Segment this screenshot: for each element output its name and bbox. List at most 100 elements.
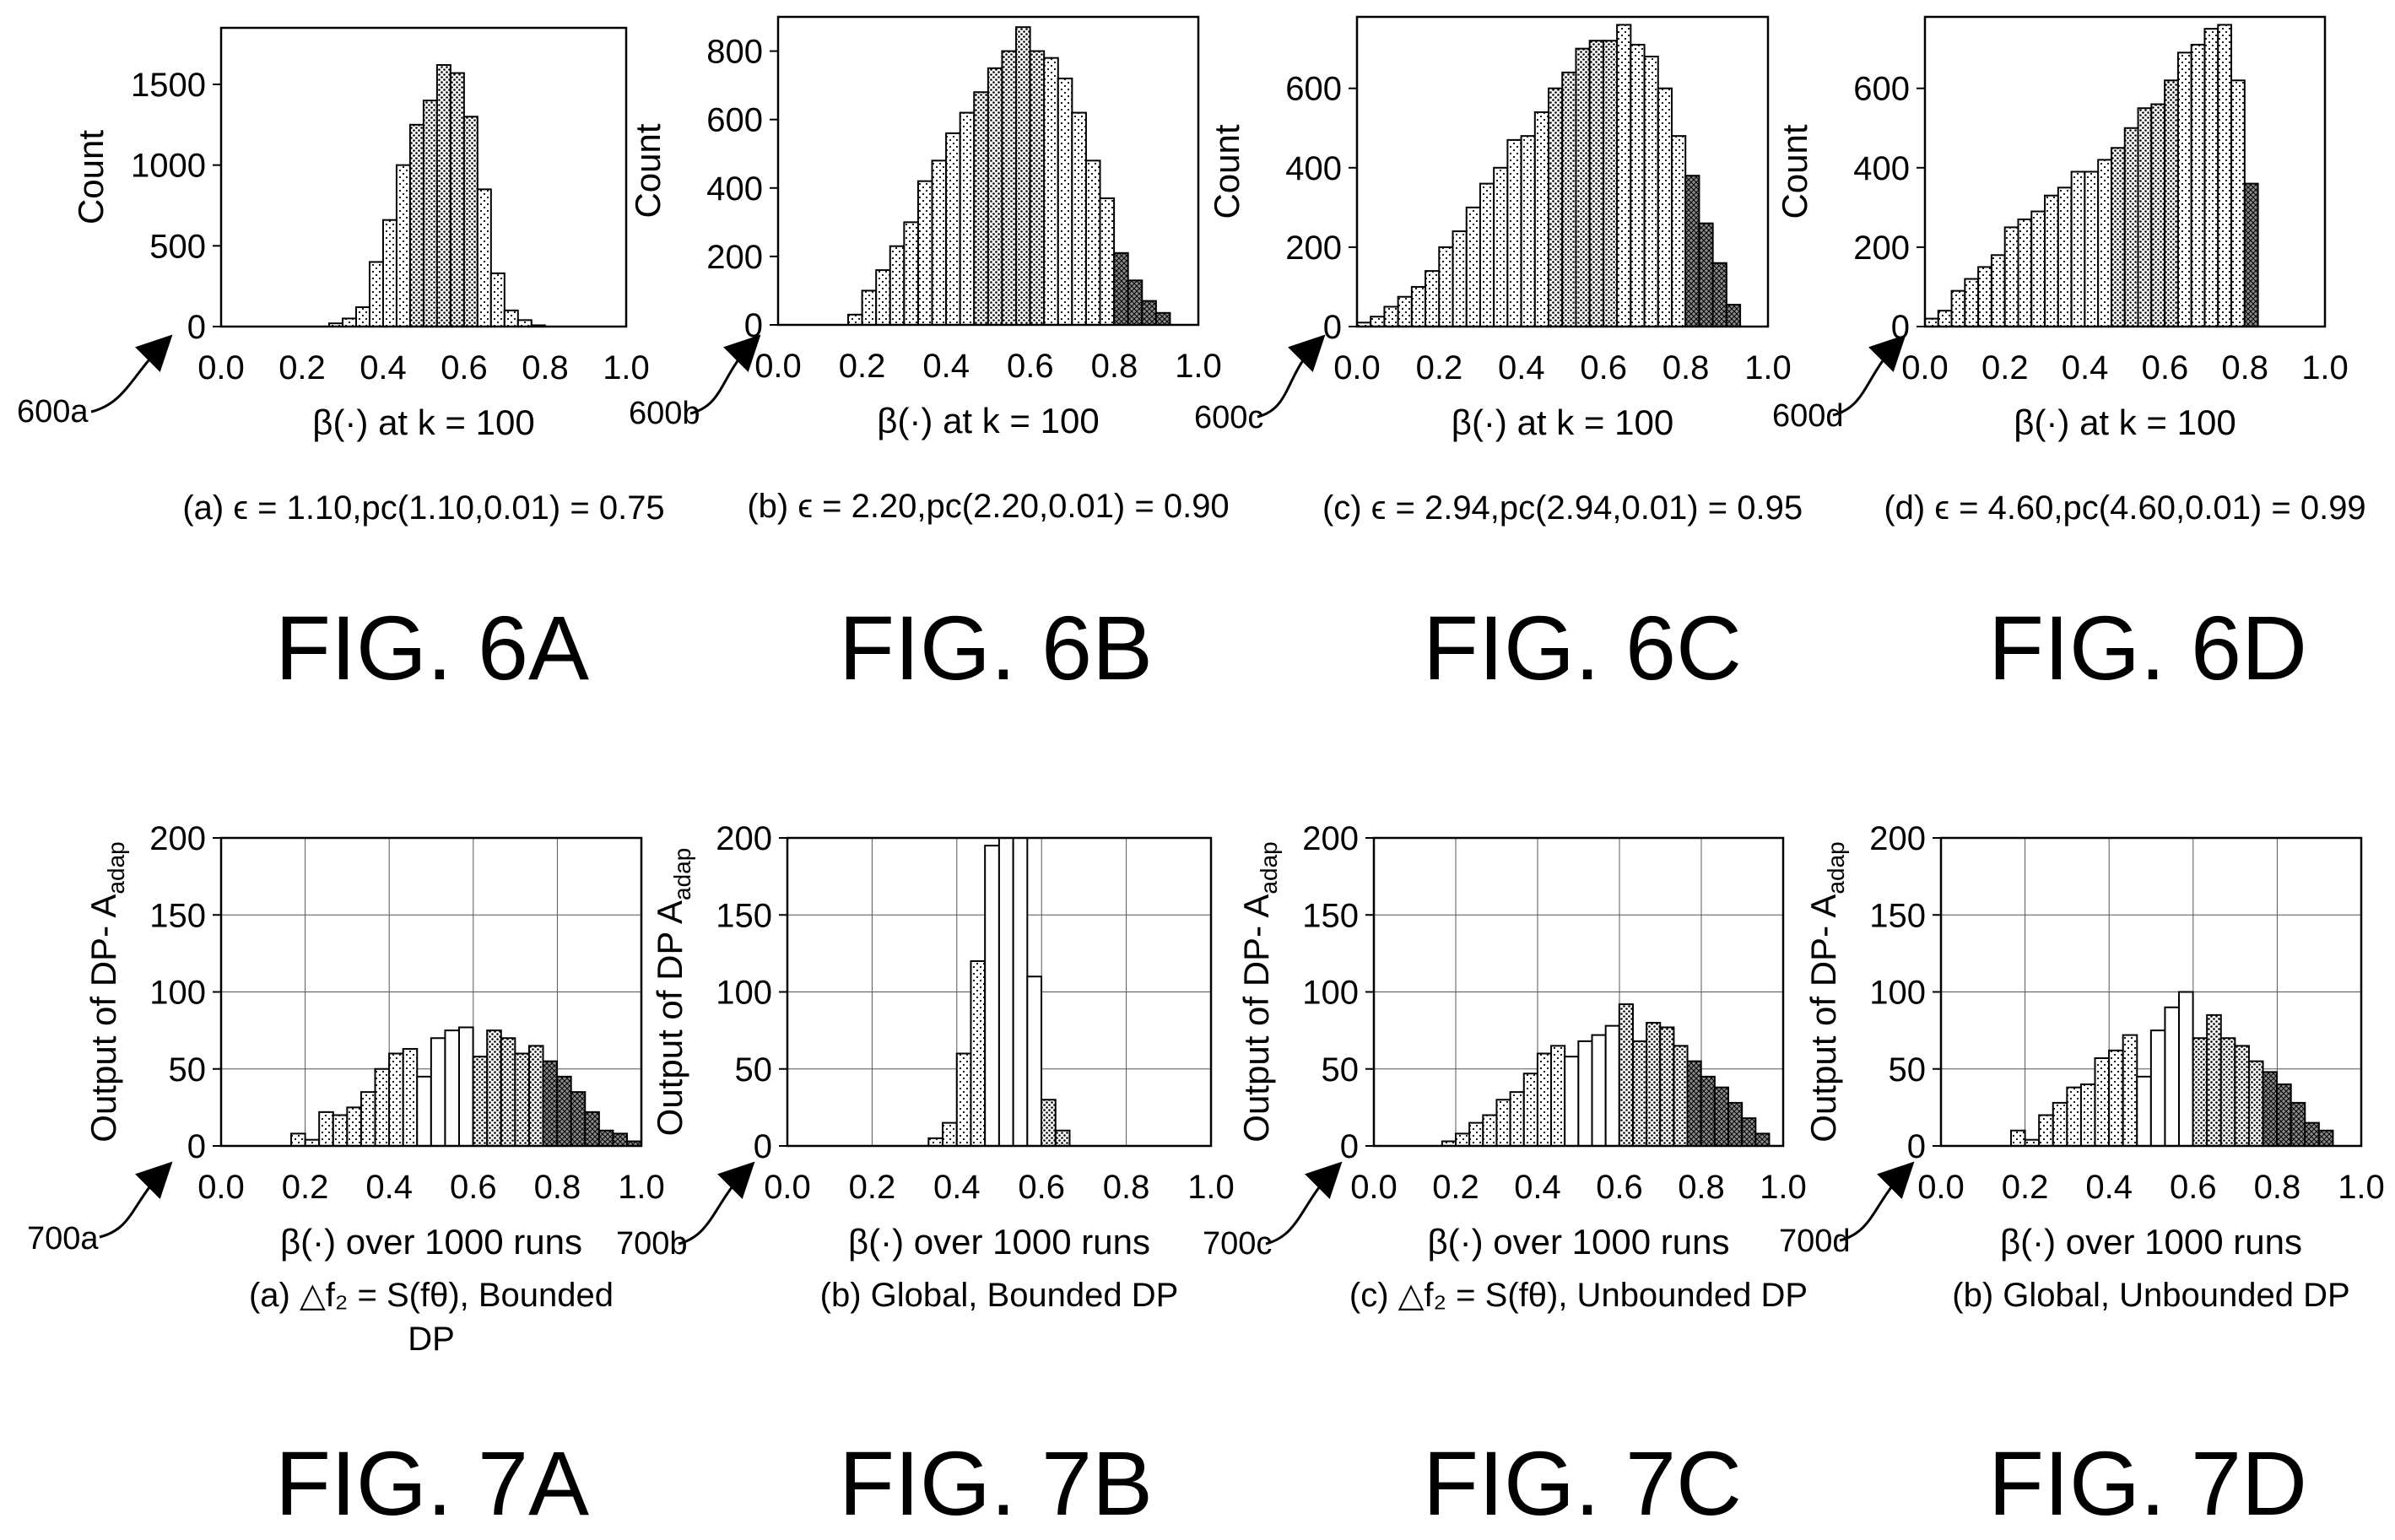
x-tick-label: 1.0 <box>2301 349 2349 386</box>
y-tick-label: 0 <box>187 1128 206 1165</box>
caption: (c) ϵ = 2.94,pc(2.94,0.01) = 0.95 <box>1322 489 1803 527</box>
bar <box>360 1091 376 1147</box>
x-tick-label: 1.0 <box>603 349 650 386</box>
y-axis-label-sub: adap <box>1823 841 1849 894</box>
bar <box>875 269 891 326</box>
bar <box>374 1067 391 1147</box>
y-tick-label: 0 <box>187 309 206 346</box>
bar <box>970 960 987 1147</box>
bar <box>449 72 465 328</box>
bar <box>2164 1006 2181 1147</box>
y-tick-label: 100 <box>149 975 206 1012</box>
bar <box>388 1052 404 1147</box>
x-tick-label: 0.2 <box>839 348 886 385</box>
bar <box>1550 1045 1566 1147</box>
bar <box>408 123 424 327</box>
bar <box>2122 1034 2138 1147</box>
bar <box>1026 975 1043 1147</box>
x-tick-label: 0.6 <box>1018 1169 1065 1206</box>
bar <box>1670 135 1687 327</box>
x-tick-label: 1.0 <box>1744 349 1792 386</box>
x-tick-label: 1.0 <box>618 1169 665 1206</box>
caption: DP <box>408 1321 455 1358</box>
chart-fig6c: 0 200 400 600 0.0 0.2 0.4 0.6 0.8 1.0 β(·) at k = … <box>1194 15 1803 699</box>
bar <box>1509 1091 1525 1147</box>
x-tick-label: 0.8 <box>534 1169 581 1206</box>
y-tick-label: 0 <box>744 307 763 344</box>
bar <box>542 1060 559 1147</box>
bar <box>997 837 1014 1147</box>
bar <box>2206 1013 2222 1147</box>
chart-fig6b: 0 200 400 600 800 0.0 0.2 0.4 0.6 0.8 1.0 β(·) at k… <box>628 15 1230 699</box>
bar <box>500 1037 516 1147</box>
y-axis-label: Count <box>628 123 668 218</box>
y-tick-label: 100 <box>716 975 772 1012</box>
bar <box>476 188 492 327</box>
x-tick-label: 1.0 <box>1175 348 1222 385</box>
bar <box>1493 166 1509 327</box>
bar <box>1536 1052 1553 1147</box>
bar <box>2192 1037 2208 1147</box>
reference-arrow <box>689 334 761 415</box>
plot-border <box>776 15 1200 327</box>
y-tick-label: 150 <box>716 897 772 934</box>
y-axis-label: Count <box>1775 124 1814 219</box>
bar <box>1727 1101 1744 1148</box>
bar <box>1383 305 1399 328</box>
bar <box>1154 311 1171 326</box>
bar <box>2057 186 2073 327</box>
bar <box>1591 1034 1607 1147</box>
caption: (b) ϵ = 2.20,pc(2.20,0.01) = 0.90 <box>747 488 1229 525</box>
bar <box>318 1110 334 1147</box>
x-axis-label: β(·) over 1000 runs <box>848 1222 1150 1262</box>
bar <box>489 272 505 328</box>
y-tick-label: 150 <box>149 897 206 934</box>
y-tick-label: 200 <box>1853 230 1910 267</box>
reference-numeral: 600d <box>1772 398 1844 434</box>
bar <box>2044 194 2059 327</box>
x-tick-label: 0.6 <box>450 1169 497 1206</box>
y-tick-label: 0 <box>1323 309 1342 346</box>
bar <box>2290 1101 2306 1148</box>
x-tick-label: 1.0 <box>1187 1169 1235 1206</box>
x-tick-label: 0.2 <box>1981 349 2029 386</box>
y-axis-label-main: Output of DP- A <box>1803 894 1843 1143</box>
bar <box>1438 246 1454 327</box>
bar <box>346 1106 362 1147</box>
x-tick-label: 0.4 <box>2062 349 2109 386</box>
x-tick-label: 0.6 <box>2142 349 2189 386</box>
y-axis-label: Output of DP- Aadap <box>1236 841 1282 1142</box>
x-axis-label: β(·) at k = 100 <box>2014 403 2236 442</box>
bar <box>1099 197 1116 326</box>
bar <box>1043 57 1059 327</box>
bar <box>2219 1037 2236 1147</box>
bar <box>1468 1121 1484 1147</box>
bar <box>945 132 961 326</box>
bar <box>1646 1022 1662 1147</box>
y-tick-label: 200 <box>706 239 763 276</box>
bar <box>927 1137 944 1147</box>
y-tick-label: 200 <box>716 820 772 857</box>
bar <box>2137 107 2153 327</box>
bar <box>1506 138 1522 327</box>
bar <box>1990 254 2006 327</box>
x-tick-label: 0.0 <box>1901 349 1949 386</box>
figure-label: FIG. 6C <box>1423 597 1742 699</box>
bar <box>2084 170 2100 327</box>
bar <box>2038 1114 2054 1147</box>
reference-numeral: 600b <box>629 396 700 431</box>
bar <box>1698 222 1714 327</box>
y-tick-label: 0 <box>1340 1128 1359 1165</box>
bar <box>861 289 878 327</box>
bar <box>462 116 478 327</box>
bar <box>955 1052 972 1147</box>
bar <box>1643 56 1659 328</box>
bar <box>1754 1132 1771 1148</box>
reference-arrow <box>1839 1161 1915 1242</box>
y-axis-label-main: Output of DP- A <box>84 894 123 1143</box>
bar <box>1071 111 1087 326</box>
caption: (a) △f₂ = S(fθ), Bounded <box>249 1277 614 1314</box>
bar <box>1630 43 1646 328</box>
y-tick-label: 500 <box>149 228 206 265</box>
bar <box>1561 71 1577 327</box>
